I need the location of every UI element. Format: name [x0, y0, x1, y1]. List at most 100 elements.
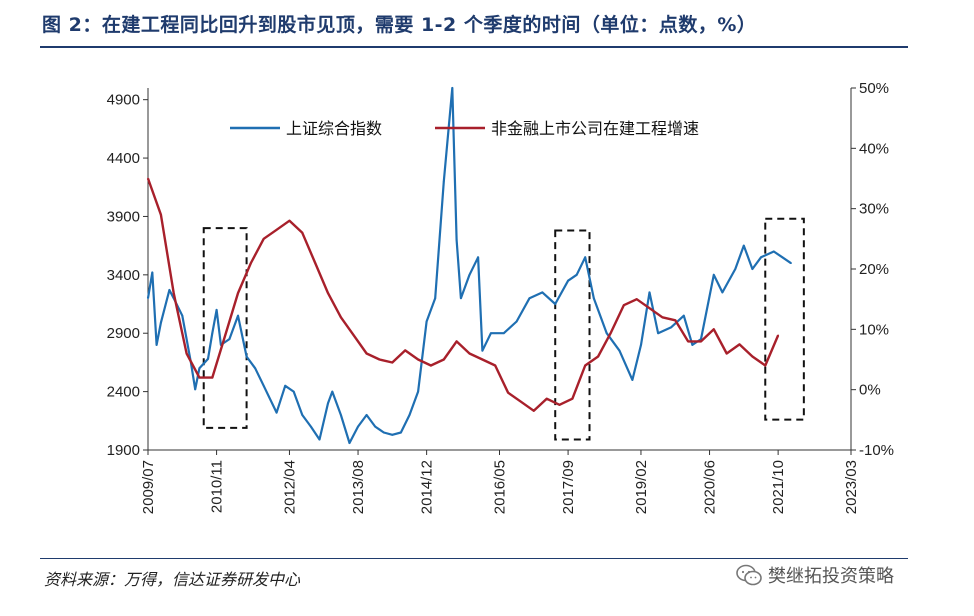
series-1-point	[391, 433, 394, 436]
series-2-point	[147, 177, 149, 180]
series-1-point	[237, 314, 239, 317]
series-2-point	[635, 298, 638, 301]
series-2-point	[404, 349, 407, 352]
series-2-point	[545, 397, 548, 400]
series-1-point	[451, 87, 454, 89]
series-1-point	[211, 332, 214, 335]
series-1-point	[400, 431, 402, 434]
series-1-point	[348, 442, 351, 444]
series-2-point	[417, 358, 419, 361]
x-tick-label: 2023/03	[843, 460, 860, 514]
series-2-point	[584, 364, 587, 367]
series-1-point	[751, 268, 754, 270]
series-1-point	[207, 358, 209, 360]
series-1-point	[168, 289, 171, 291]
series-1-point	[490, 332, 492, 335]
y-left-tick-label: 3400	[107, 267, 140, 284]
series-1-point	[408, 414, 411, 416]
x-tick-label: 2012/04	[281, 460, 298, 514]
series-2-point	[224, 334, 227, 337]
series-2-point	[288, 219, 291, 222]
series-2-point	[262, 237, 265, 240]
series-2-point	[391, 361, 394, 364]
series-2-point	[442, 358, 445, 361]
y-left-tick-label: 2900	[107, 325, 140, 342]
series-2-point	[571, 397, 574, 400]
series-2-point	[159, 213, 162, 216]
series-2-point	[301, 231, 304, 234]
series-2-point	[211, 376, 214, 379]
series-1-point	[760, 256, 762, 259]
series-line-1	[146, 86, 792, 445]
series-1-point	[357, 425, 359, 428]
highlight-box	[764, 217, 805, 421]
series-2-point	[712, 328, 715, 331]
series-2-point	[507, 391, 509, 394]
series-1-point	[567, 279, 569, 282]
chart-series	[146, 86, 792, 445]
series-2-point	[622, 304, 625, 307]
wechat-icon	[736, 564, 762, 586]
x-tick-label: 2021/10	[770, 460, 787, 514]
chart-legend: 上证综合指数 非金融上市公司在建工程增速	[230, 119, 699, 138]
series-1-point	[374, 425, 377, 428]
series-1-point	[245, 355, 248, 358]
series-1-point	[618, 349, 621, 352]
series-1-point	[554, 303, 557, 305]
series-1-point	[301, 414, 304, 416]
series-2-point	[172, 292, 175, 295]
series-1-point	[215, 308, 218, 311]
chart-axes: 1900 2400 2900 3400 3900 4400 4900 -10% 0% 10% 20%…	[107, 80, 894, 514]
series-1-point	[151, 271, 154, 274]
series-1-point	[648, 291, 651, 294]
series-1-point	[742, 244, 745, 247]
x-tick-label: 2010/11	[209, 460, 226, 513]
chart-title: 图 2：在建工程同比回升到股市见顶，需要 1-2 个季度的时间（单位：点数，%）	[42, 14, 757, 36]
series-1-point	[284, 384, 287, 387]
series-2-point	[352, 334, 355, 337]
legend-label-2: 非金融上市公司在建工程增速	[491, 119, 699, 138]
series-1-point	[712, 273, 715, 276]
title-divider	[40, 46, 908, 48]
series-1-point	[477, 256, 479, 259]
series-2-point	[725, 352, 728, 355]
x-tick-label: 2016/05	[492, 460, 509, 514]
series-2-point	[738, 343, 741, 346]
y-right-tick-label: 10%	[859, 321, 889, 338]
y-left-tick-label: 2400	[107, 384, 140, 401]
series-1-point	[339, 414, 342, 416]
series-1-point	[781, 256, 784, 259]
series-1-point	[155, 344, 158, 346]
series-1-point	[442, 180, 445, 183]
series-2-point	[365, 352, 368, 355]
highlight-box	[202, 227, 248, 429]
series-2-point	[532, 409, 535, 412]
series-1-point	[254, 367, 257, 370]
series-2-point	[185, 352, 188, 355]
y-left-tick-label: 1900	[107, 442, 140, 459]
series-1-point	[584, 256, 587, 259]
y-left-tick-label: 3900	[107, 208, 140, 225]
series-2-point	[468, 352, 471, 355]
x-tick-label: 2013/08	[350, 460, 367, 514]
series-1-point	[691, 344, 694, 346]
series-2-point	[700, 340, 702, 343]
y-right-tick-label: 30%	[859, 201, 889, 218]
series-1-point	[772, 250, 775, 253]
legend-label-1: 上证综合指数	[286, 119, 382, 138]
series-1-point	[434, 297, 437, 300]
series-1-point	[468, 273, 471, 276]
series-1-point	[309, 425, 312, 428]
chart-area: 1900 2400 2900 3400 3900 4400 4900 -10% 0% 10% 20%…	[107, 80, 894, 514]
y-right-tick-label: 20%	[859, 261, 889, 278]
series-2-point	[314, 262, 317, 264]
series-2-point	[597, 355, 599, 358]
x-tick-label: 2020/06	[702, 460, 719, 514]
series-2-point	[237, 292, 239, 295]
series-1-point	[262, 384, 265, 387]
series-1-point	[425, 320, 428, 323]
y-right-tick-label: 50%	[859, 80, 889, 97]
series-2-point	[249, 262, 252, 264]
series-1-point	[502, 332, 505, 335]
source-note: 资料来源：万得，信达证券研发中心	[44, 570, 301, 589]
